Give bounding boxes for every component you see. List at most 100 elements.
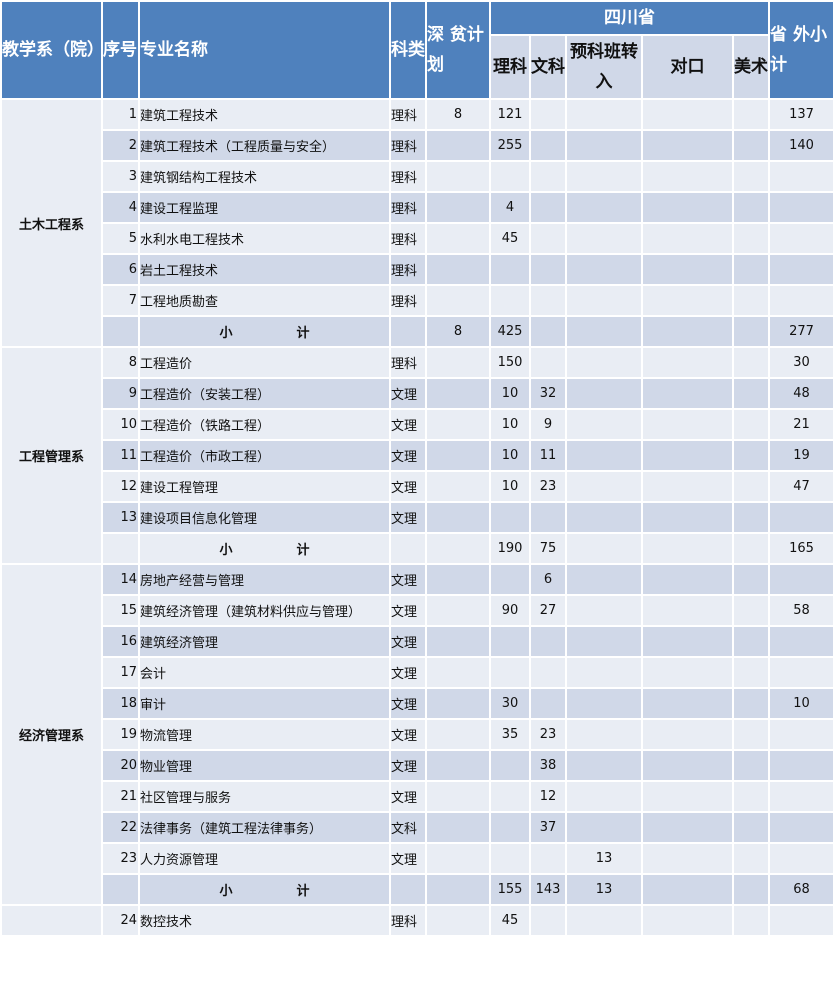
type-cell: 文理 xyxy=(389,563,427,596)
seq-cell: 12 xyxy=(101,470,140,503)
poverty-cell xyxy=(425,160,491,193)
poverty-cell xyxy=(425,284,491,317)
li-cell xyxy=(489,749,531,782)
subtotal-label-text: 小 计 xyxy=(219,326,310,341)
meishu-cell xyxy=(731,470,771,503)
outside-cell xyxy=(768,501,833,534)
li-cell xyxy=(489,501,531,534)
li-cell xyxy=(489,563,531,596)
type-subtotal-cell xyxy=(389,532,427,565)
seq-cell: 5 xyxy=(101,222,140,255)
li-cell: 90 xyxy=(489,594,531,627)
header-li: 理科 xyxy=(489,34,531,100)
duikou-cell xyxy=(641,749,734,782)
meishu-cell xyxy=(731,842,771,875)
yuke-cell xyxy=(565,718,643,751)
yuke-cell xyxy=(565,408,643,441)
outside-subtotal-cell: 68 xyxy=(768,873,833,906)
outside-cell: 21 xyxy=(768,408,833,441)
yuke-cell xyxy=(565,160,643,193)
table-row: 5 水利水电工程技术 理科 45 xyxy=(1,222,833,255)
yuke-subtotal-cell: 13 xyxy=(565,873,643,906)
wen-cell xyxy=(529,501,567,534)
duikou-cell xyxy=(641,718,734,751)
poverty-cell xyxy=(425,594,491,627)
meishu-cell xyxy=(731,718,771,751)
li-cell: 4 xyxy=(489,191,531,224)
poverty-cell xyxy=(425,191,491,224)
duikou-cell xyxy=(641,842,734,875)
meishu-cell xyxy=(731,408,771,441)
poverty-cell xyxy=(425,563,491,596)
type-cell: 理科 xyxy=(389,904,427,937)
type-cell: 文理 xyxy=(389,377,427,410)
type-cell: 理科 xyxy=(389,191,427,224)
duikou-cell xyxy=(641,470,734,503)
wen-cell: 32 xyxy=(529,377,567,410)
yuke-cell xyxy=(565,656,643,689)
duikou-cell xyxy=(641,346,734,379)
subtotal-row: 小 计 155 143 13 68 xyxy=(1,873,833,906)
outside-cell: 48 xyxy=(768,377,833,410)
seq-cell: 13 xyxy=(101,501,140,534)
meishu-cell xyxy=(731,563,771,596)
poverty-cell xyxy=(425,749,491,782)
table-row: 11 工程造价（市政工程） 文理 10 11 19 xyxy=(1,439,833,472)
major-name-cell: 工程造价 xyxy=(138,346,391,379)
wen-cell: 23 xyxy=(529,718,567,751)
table-row: 土木工程系 1 建筑工程技术 理科 8 121 137 xyxy=(0,98,833,348)
table-row: 20 物业管理 文理 38 xyxy=(1,749,833,782)
outside-cell xyxy=(768,656,833,689)
outside-cell xyxy=(768,563,833,596)
li-cell xyxy=(489,625,531,658)
major-name-cell: 建设项目信息化管理 xyxy=(138,501,391,534)
poverty-cell xyxy=(425,346,491,379)
meishu-cell xyxy=(731,811,771,844)
poverty-cell xyxy=(425,718,491,751)
seq-cell: 6 xyxy=(101,253,140,286)
seq-cell: 8 xyxy=(101,346,140,379)
li-cell xyxy=(489,811,531,844)
meishu-subtotal-cell xyxy=(731,532,771,565)
outside-cell: 137 xyxy=(768,98,833,131)
wen-cell: 11 xyxy=(529,439,567,472)
poverty-cell xyxy=(425,470,491,503)
meishu-cell xyxy=(731,439,771,472)
seq-cell: 11 xyxy=(101,439,140,472)
poverty-subtotal-cell: 8 xyxy=(425,315,491,348)
dept-cell: 土木工程系 xyxy=(0,98,103,348)
outside-cell xyxy=(768,718,833,751)
duikou-cell xyxy=(641,780,734,813)
seq-cell xyxy=(101,873,140,906)
meishu-subtotal-cell xyxy=(731,873,771,906)
poverty-cell xyxy=(425,625,491,658)
subtotal-row: 小 计 8 425 277 xyxy=(1,315,833,348)
wen-cell: 38 xyxy=(529,749,567,782)
major-name-cell: 审计 xyxy=(138,687,391,720)
yuke-cell xyxy=(565,377,643,410)
li-subtotal-cell: 190 xyxy=(489,532,531,565)
yuke-cell xyxy=(565,98,643,131)
poverty-cell xyxy=(425,656,491,689)
poverty-cell: 8 xyxy=(425,98,491,131)
table-row: 9 工程造价（安装工程） 文理 10 32 48 xyxy=(1,377,833,410)
wen-cell xyxy=(529,222,567,255)
type-cell: 理科 xyxy=(389,284,427,317)
meishu-cell xyxy=(731,98,771,131)
wen-cell: 12 xyxy=(529,780,567,813)
seq-cell: 22 xyxy=(101,811,140,844)
duikou-subtotal-cell xyxy=(641,315,734,348)
meishu-cell xyxy=(731,625,771,658)
yuke-subtotal-cell xyxy=(565,532,643,565)
type-cell: 理科 xyxy=(389,98,427,131)
li-cell: 255 xyxy=(489,129,531,162)
li-cell xyxy=(489,842,531,875)
table-row: 22 法律事务（建筑工程法律事务） 文科 37 xyxy=(1,811,833,844)
seq-cell: 9 xyxy=(101,377,140,410)
yuke-cell xyxy=(565,594,643,627)
table-row: 4 建设工程监理 理科 4 xyxy=(1,191,833,224)
outside-cell xyxy=(768,780,833,813)
subtotal-label-text: 小 计 xyxy=(219,884,310,899)
header-dept: 教学系（院） xyxy=(0,0,103,100)
meishu-cell xyxy=(731,346,771,379)
